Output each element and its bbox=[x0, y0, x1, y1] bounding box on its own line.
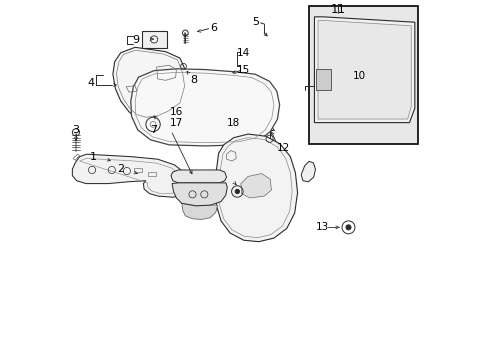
Polygon shape bbox=[182, 202, 217, 220]
Polygon shape bbox=[113, 47, 188, 121]
Text: 4: 4 bbox=[87, 78, 94, 88]
Text: 17: 17 bbox=[169, 118, 183, 128]
Polygon shape bbox=[171, 170, 226, 183]
Bar bbox=[142, 31, 166, 48]
Polygon shape bbox=[314, 17, 414, 123]
Text: 7: 7 bbox=[150, 125, 157, 135]
Bar bbox=[148, 172, 156, 176]
Bar bbox=[316, 69, 330, 90]
Text: 3: 3 bbox=[72, 125, 79, 135]
Text: 8: 8 bbox=[190, 75, 198, 85]
Text: 14: 14 bbox=[237, 48, 250, 58]
Polygon shape bbox=[172, 183, 227, 206]
Polygon shape bbox=[301, 161, 315, 182]
Polygon shape bbox=[131, 69, 279, 146]
Text: 9: 9 bbox=[132, 35, 140, 45]
Polygon shape bbox=[215, 134, 297, 242]
Bar bbox=[308, 6, 418, 144]
Text: 6: 6 bbox=[210, 23, 217, 33]
Text: 2: 2 bbox=[117, 164, 124, 174]
Text: 18: 18 bbox=[226, 118, 240, 128]
Bar bbox=[134, 168, 142, 172]
Text: 12: 12 bbox=[276, 143, 289, 153]
Text: 15: 15 bbox=[237, 64, 250, 75]
Circle shape bbox=[346, 225, 350, 230]
Text: 16: 16 bbox=[169, 107, 183, 117]
Polygon shape bbox=[241, 174, 271, 198]
Text: 1: 1 bbox=[89, 152, 97, 162]
Circle shape bbox=[235, 189, 239, 194]
Polygon shape bbox=[317, 21, 410, 119]
Text: 10: 10 bbox=[352, 71, 365, 81]
Text: 5: 5 bbox=[251, 17, 258, 27]
Text: 11: 11 bbox=[329, 3, 345, 16]
Polygon shape bbox=[72, 154, 187, 197]
Text: 13: 13 bbox=[315, 222, 328, 232]
